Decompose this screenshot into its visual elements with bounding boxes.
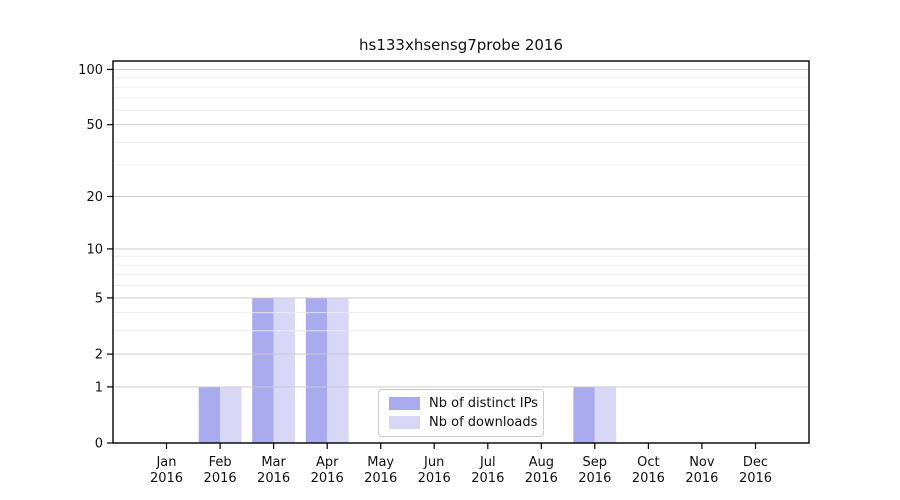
legend-swatch-distinct-ips-icon [389, 397, 420, 410]
x-tick-label-month: Jul [479, 455, 496, 470]
y-tick-label: 1 [95, 380, 103, 395]
legend-swatch-downloads-icon [389, 416, 420, 429]
bar-nb-of-downloads-mar-2016 [273, 297, 295, 443]
y-tick-label: 100 [78, 63, 103, 78]
x-tick-label-year: 2016 [685, 471, 718, 486]
x-tick-label-month: Nov [689, 455, 715, 470]
x-tick-label-month: Dec [743, 455, 768, 470]
x-tick-label-year: 2016 [525, 471, 558, 486]
y-tick-label: 2 [95, 348, 103, 363]
x-tick-label-year: 2016 [632, 471, 665, 486]
legend-item-distinct-ips: Nb of distinct IPs [389, 397, 538, 410]
x-tick-label-month: Sep [583, 455, 608, 470]
y-tick-label: 20 [86, 190, 103, 205]
x-tick-label-year: 2016 [204, 471, 237, 486]
x-tick-label-month: Jan [155, 455, 176, 470]
x-tick-label-month: Apr [316, 455, 339, 470]
y-tick-label: 0 [95, 437, 103, 452]
legend-label-downloads: Nb of downloads [429, 415, 538, 430]
x-tick-label-year: 2016 [418, 471, 451, 486]
bar-nb-of-downloads-sep-2016 [594, 386, 617, 443]
bar-nb-of-distinct-ips-apr-2016 [305, 297, 328, 443]
bar-nb-of-distinct-ips-sep-2016 [573, 386, 595, 443]
x-tick-label-month: Feb [209, 455, 232, 470]
chart-title: hs133xhsensg7probe 2016 [359, 36, 563, 54]
x-tick-label-year: 2016 [739, 471, 772, 486]
bar-nb-of-downloads-apr-2016 [327, 297, 349, 443]
x-tick-label-year: 2016 [150, 471, 183, 486]
y-tick-label: 5 [95, 291, 103, 306]
x-tick-label-year: 2016 [471, 471, 504, 486]
x-tick-label-month: Jun [423, 455, 444, 470]
x-tick-label-year: 2016 [578, 471, 611, 486]
x-tick-label-month: May [367, 455, 394, 470]
plot-frame [112, 60, 810, 444]
x-tick-label-year: 2016 [257, 471, 290, 486]
legend-item-downloads: Nb of downloads [389, 416, 537, 429]
x-tick-label-month: Oct [637, 455, 659, 470]
x-tick-label-month: Aug [529, 455, 554, 470]
legend: Nb of distinct IPs Nb of downloads [378, 389, 544, 437]
x-tick-label-year: 2016 [311, 471, 344, 486]
bar-nb-of-distinct-ips-feb-2016 [198, 386, 221, 443]
y-tick-label: 10 [86, 242, 103, 257]
x-tick-label-month: Mar [261, 455, 286, 470]
legend-label-distinct-ips: Nb of distinct IPs [429, 396, 538, 411]
bar-nb-of-downloads-feb-2016 [220, 386, 242, 443]
y-tick-label: 50 [86, 118, 103, 133]
x-tick-label-year: 2016 [364, 471, 397, 486]
bar-nb-of-distinct-ips-mar-2016 [252, 297, 274, 443]
